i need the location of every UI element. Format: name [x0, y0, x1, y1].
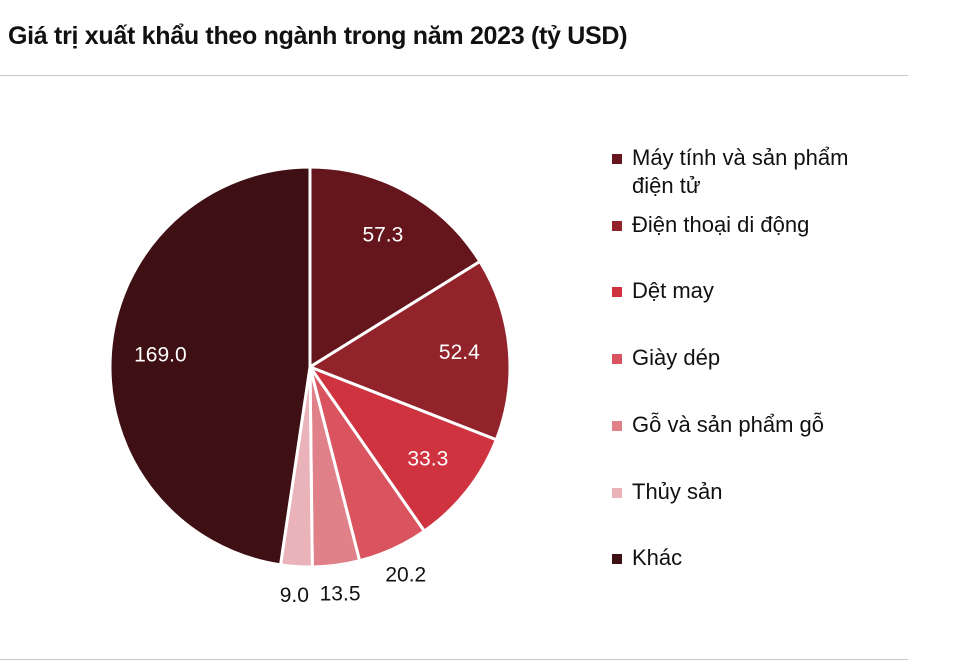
legend-swatch: [612, 220, 622, 231]
legend-swatch: [612, 420, 622, 431]
legend-label: Thủy sản: [632, 478, 723, 504]
legend-label: Khác: [632, 545, 683, 571]
legend-swatch: [612, 487, 622, 498]
legend-item: Gỗ và sản phẩm gỗ: [612, 411, 872, 439]
legend-swatch: [612, 554, 622, 565]
legend-item: Thủy sản: [612, 478, 872, 506]
data-label: 169.0: [134, 343, 187, 366]
legend-label: Giày dép: [632, 345, 721, 371]
legend-item: Máy tính và sản phẩm điện tử: [612, 144, 872, 200]
data-label: 9.0: [280, 584, 309, 607]
data-label: 52.4: [439, 341, 480, 364]
pie-slice: [308, 365, 498, 533]
legend-swatch: [612, 287, 622, 298]
pie-slice: [308, 165, 482, 369]
legend-item: Dệt may: [612, 277, 872, 305]
legend-swatch: [612, 354, 622, 365]
divider: [0, 659, 908, 660]
legend-label: Dệt may: [632, 278, 714, 304]
legend-item: Giày dép: [612, 344, 872, 372]
legend-item: Khác: [612, 544, 872, 572]
data-label: 20.2: [385, 564, 426, 587]
pie-slice: [308, 259, 512, 442]
data-label: 57.3: [362, 223, 403, 246]
legend-label: Gỗ và sản phẩm gỗ: [632, 411, 825, 437]
data-label: 13.5: [320, 583, 361, 606]
divider: [0, 75, 908, 76]
legend-label: Điện thoại di động: [632, 211, 810, 237]
legend-swatch: [612, 154, 622, 164]
legend-label: Máy tính và sản phẩm điện tử: [632, 145, 849, 198]
legend-item: Điện thoại di động: [612, 211, 872, 239]
data-label: 33.3: [407, 447, 448, 470]
pie-area: 57.3 52.4 33.3 20.2 13.5 9.0 169.0: [108, 165, 512, 607]
chart-title: Giá trị xuất khẩu theo ngành trong năm 2…: [8, 22, 628, 50]
pie-slice: [108, 165, 312, 567]
